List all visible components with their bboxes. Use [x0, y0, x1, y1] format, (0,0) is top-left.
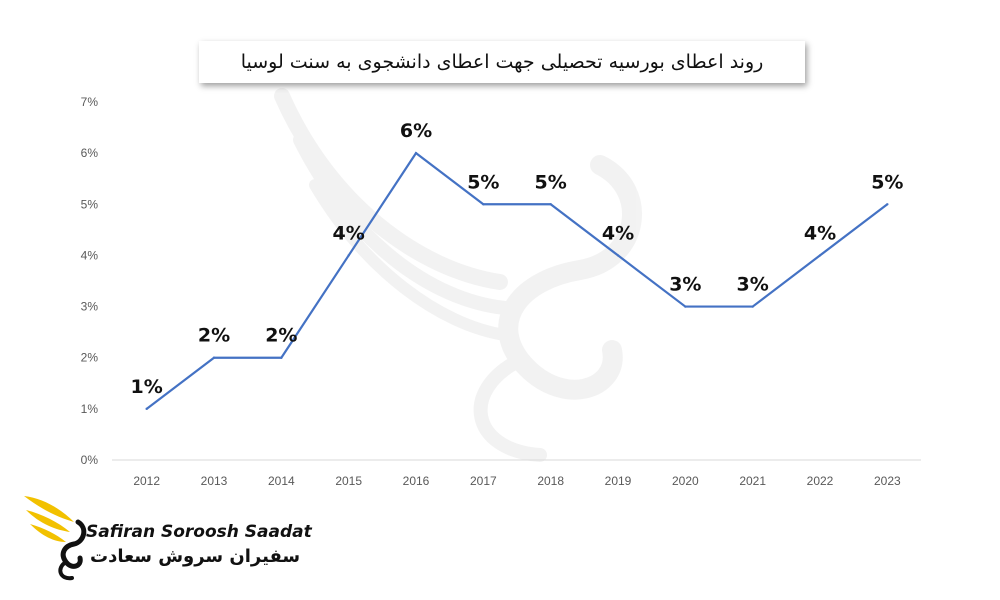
data-label: 1% — [131, 376, 163, 398]
brand-logo: Safiran Soroosh Saadat سفیران سروش سعادت — [20, 492, 312, 582]
data-point — [414, 151, 418, 155]
data-label: 3% — [737, 274, 769, 296]
x-tick-label: 2022 — [807, 474, 834, 488]
data-label: 6% — [400, 120, 432, 142]
data-point — [145, 407, 148, 411]
data-label: 4% — [804, 222, 836, 244]
data-label: 4% — [333, 222, 365, 244]
data-label: 4% — [602, 222, 634, 244]
data-point — [549, 203, 552, 206]
data-point — [280, 356, 283, 359]
chart-title-box: روند اعطای بورسیه تحصیلی جهت اعطای دانشج… — [199, 41, 805, 83]
y-tick-label: 0% — [81, 453, 99, 467]
data-point — [684, 305, 687, 308]
x-tick-label: 2023 — [874, 474, 901, 488]
x-tick-label: 2021 — [739, 474, 766, 488]
winged-swan-watermark-icon — [274, 88, 642, 462]
x-tick-label: 2019 — [605, 474, 632, 488]
data-label: 2% — [198, 325, 230, 347]
x-tick-label: 2015 — [335, 474, 362, 488]
data-point — [886, 203, 889, 206]
x-tick-label: 2014 — [268, 474, 295, 488]
y-tick-label: 2% — [81, 351, 99, 365]
data-point — [482, 203, 485, 206]
data-point — [347, 254, 350, 257]
series-line — [146, 151, 888, 410]
chart-title: روند اعطای بورسیه تحصیلی جهت اعطای دانشج… — [240, 51, 764, 73]
data-point — [818, 254, 822, 257]
y-tick-label: 1% — [81, 402, 99, 416]
x-tick-label: 2013 — [201, 474, 228, 488]
y-tick-label: 5% — [81, 197, 99, 211]
x-tick-label: 2018 — [537, 474, 564, 488]
y-tick-label: 3% — [81, 300, 99, 314]
brand-name-english: Safiran Soroosh Saadat — [86, 522, 312, 542]
data-label: 5% — [467, 171, 499, 193]
data-point — [616, 254, 620, 257]
winged-bird-logo-icon — [24, 496, 87, 581]
data-point — [751, 305, 754, 308]
brand-name-persian: سفیران سروش سعادت — [90, 546, 301, 567]
data-label: 3% — [669, 274, 701, 296]
y-tick-label: 4% — [81, 248, 99, 262]
data-label: 5% — [871, 171, 903, 193]
data-point — [212, 356, 216, 359]
data-label: 5% — [535, 171, 567, 193]
y-tick-label: 7% — [81, 95, 99, 109]
y-tick-label: 6% — [81, 146, 99, 160]
x-tick-label: 2016 — [403, 474, 430, 488]
x-tick-label: 2012 — [133, 474, 160, 488]
x-tick-label: 2017 — [470, 474, 497, 488]
data-label: 2% — [265, 325, 297, 347]
x-tick-label: 2020 — [672, 474, 699, 488]
